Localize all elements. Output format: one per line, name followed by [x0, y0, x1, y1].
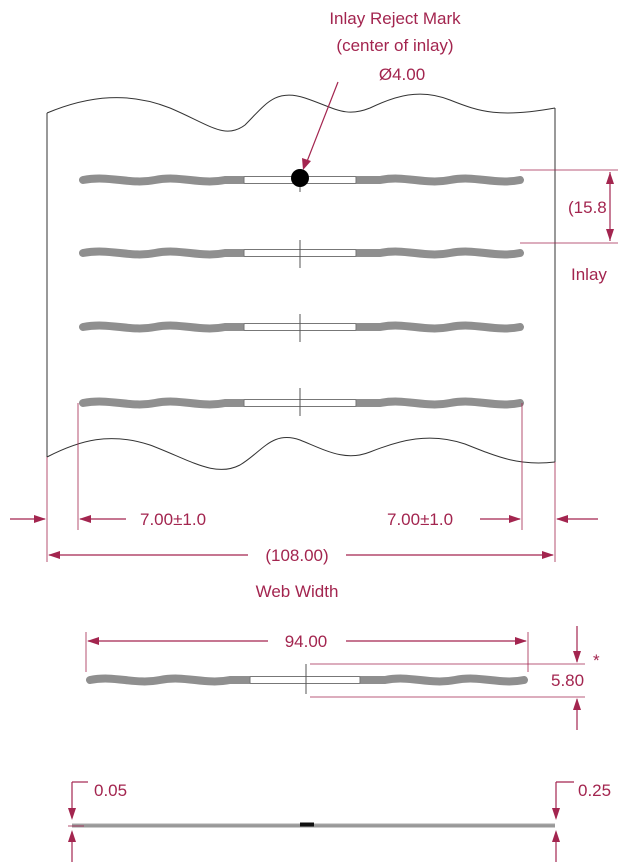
left-margin-dimension: 7.00±1.0: [140, 510, 206, 529]
web-bottom-edge: [46, 437, 556, 470]
inlay-row-4: [79, 388, 524, 416]
reject-mark-dot: [291, 169, 309, 187]
thickness-right-dimension: 0.25: [578, 781, 611, 800]
right-margin-dimension: 7.00±1.0: [387, 510, 453, 529]
inlay-height-dimension: 5.80: [551, 671, 584, 690]
thickness-left-dimension: 0.05: [94, 781, 127, 800]
inlay-row-3: [79, 314, 524, 342]
inlay-detail: [86, 664, 528, 694]
web-width-caption: Web Width: [256, 582, 339, 601]
chip-side-view: [300, 822, 314, 827]
inlay-length-dimension: 94.00: [285, 632, 328, 651]
web-width-dimension: (108.00): [265, 546, 328, 565]
reject-mark-diameter: Ø4.00: [379, 65, 425, 84]
inlay-height-asterisk: *: [593, 651, 600, 670]
reject-mark-label-line2: (center of inlay): [336, 36, 453, 55]
web-top-edge: [46, 93, 556, 132]
pitch-dimension: (15.8: [568, 198, 607, 217]
reject-mark-label-line1: Inlay Reject Mark: [329, 9, 461, 28]
reject-mark-leader: [305, 81, 339, 165]
inlay-row-2: [79, 240, 524, 268]
pitch-caption: Inlay: [571, 265, 607, 284]
